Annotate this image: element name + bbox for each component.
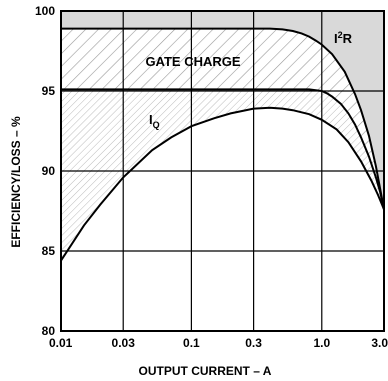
x-tick-label: 0.1 [183, 336, 200, 350]
gate-charge-loss-region [61, 28, 384, 210]
x-tick-label: 0.03 [112, 336, 136, 350]
y-tick-labels: 80 85 90 95 100 [35, 4, 55, 338]
i2r-label: I2R [334, 30, 353, 46]
x-axis-title: OUTPUT CURRENT – A [139, 364, 272, 378]
y-axis-title: EFFICIENCY/LOSS – % [9, 116, 23, 248]
gate-charge-label: GATE CHARGE [145, 54, 240, 69]
iq-label: IQ [149, 112, 160, 130]
iq-loss-region [61, 89, 384, 261]
plot-frame [60, 10, 385, 332]
x-tick-labels: 0.01 0.03 0.1 0.3 1.0 3.0 [49, 336, 388, 350]
top-loss-curve [61, 27, 384, 210]
y-tick-label: 100 [35, 4, 55, 18]
x-tick-label: 0.3 [245, 336, 262, 350]
x-tick-label: 0.01 [49, 336, 73, 350]
y-tick-label: 95 [42, 84, 56, 98]
grid [61, 11, 384, 331]
y-tick-label: 85 [42, 244, 56, 258]
y-tick-label: 80 [42, 324, 56, 338]
i2r-loss-region [61, 11, 384, 210]
x-tick-label: 3.0 [371, 336, 388, 350]
efficiency-curve [61, 106, 384, 262]
x-tick-label: 1.0 [313, 336, 330, 350]
y-tick-label: 90 [42, 164, 56, 178]
middle-loss-curve [61, 88, 384, 210]
